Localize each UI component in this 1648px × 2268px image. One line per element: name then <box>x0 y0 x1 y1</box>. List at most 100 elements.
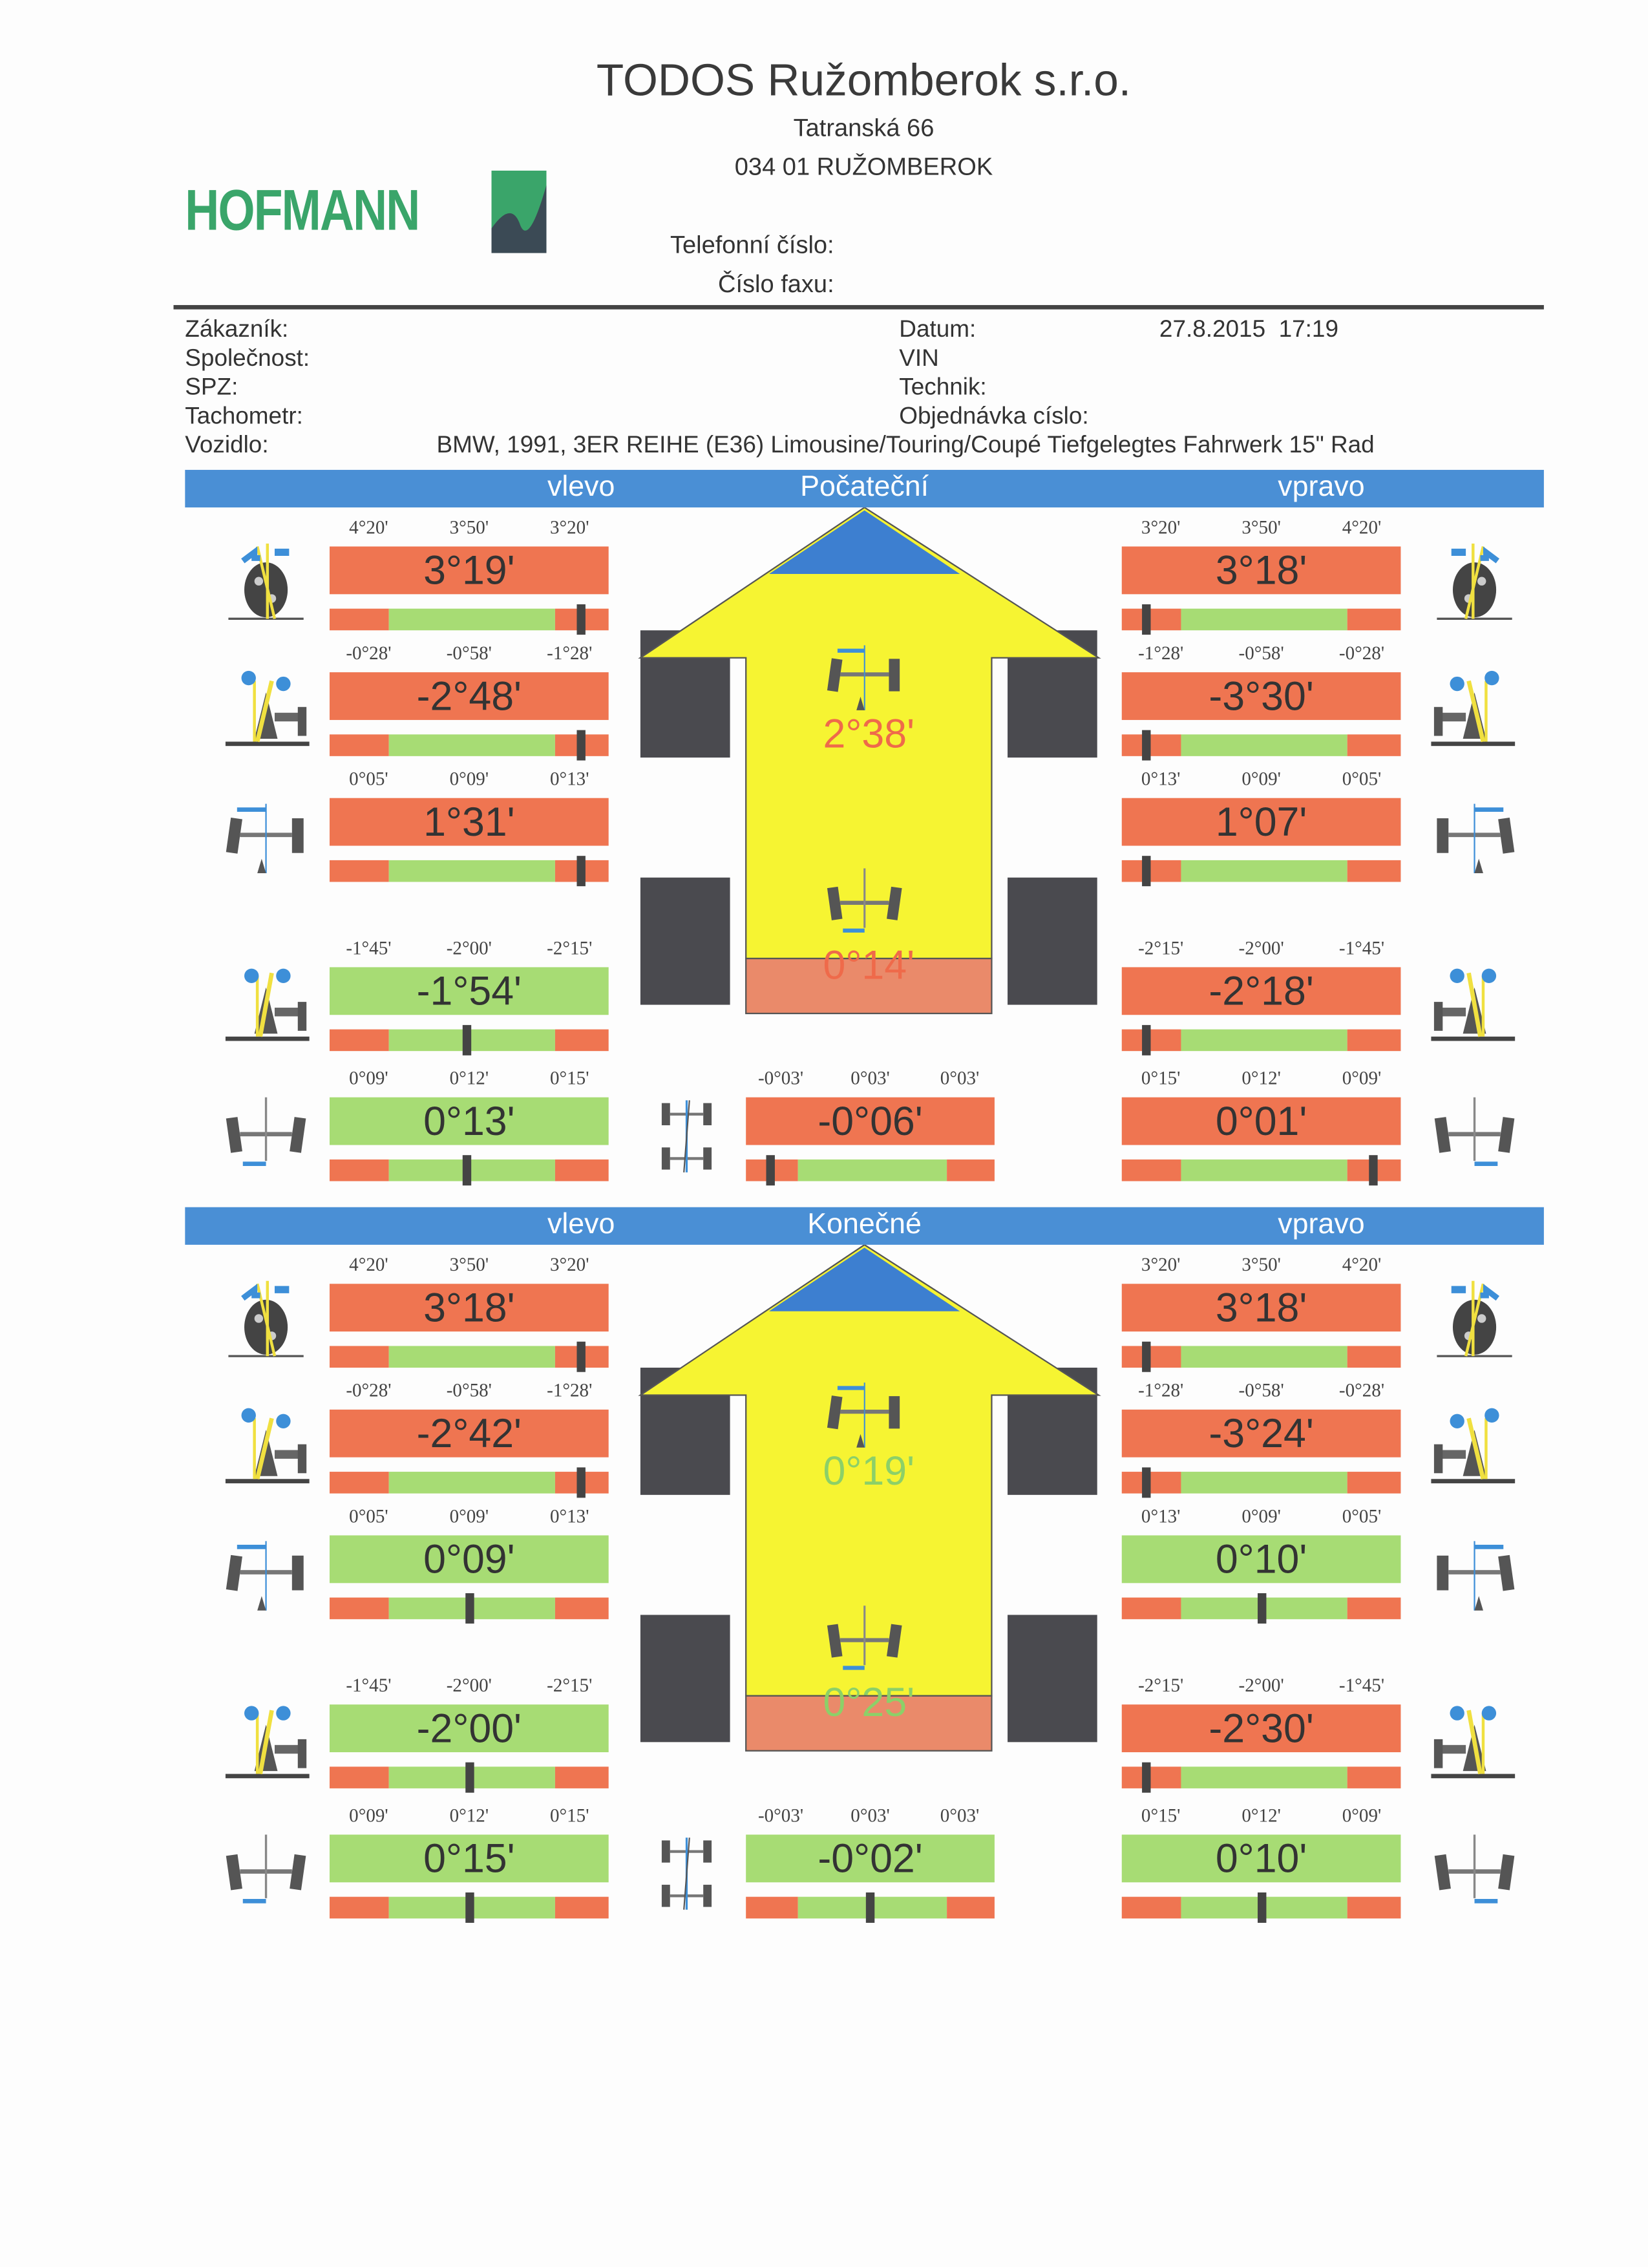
camber-icon <box>222 1696 312 1793</box>
tolerance-ticks: 4°20' 3°50' 3°20' <box>330 1253 609 1277</box>
tick-label: -0°03' <box>757 1804 804 1827</box>
tolerance-indicator <box>329 856 609 887</box>
tick-label: -2°15' <box>547 937 593 959</box>
tolerance-indicator <box>329 1593 609 1624</box>
tick-label: 0°15' <box>549 1066 589 1089</box>
tick-label: 0°13' <box>1141 767 1181 790</box>
measured-value: 0°13' <box>329 1097 609 1145</box>
tick-label: -0°58' <box>446 642 492 664</box>
toe-front-icon <box>1428 789 1518 886</box>
tolerance-indicator <box>1121 1341 1401 1372</box>
rear-total-toe-value: 0°14' <box>823 942 915 988</box>
indicator-marker <box>576 730 586 761</box>
tolerance-segment <box>947 1896 995 1919</box>
section-header-bar: vlevo Počateční vpravo <box>185 469 1544 508</box>
phone-label: Telefonní číslo: <box>670 231 834 259</box>
tick-label: 0°12' <box>449 1804 489 1827</box>
measured-value: 0°15' <box>329 1834 609 1883</box>
vehicle-label: Vozidlo: <box>185 432 269 459</box>
tolerance-indicator <box>329 1892 609 1923</box>
tolerance-indicator <box>329 1467 609 1498</box>
tolerance-ticks: -1°45' -2°00' -2°15' <box>330 1674 609 1697</box>
tolerance-indicator <box>1121 1155 1401 1186</box>
kingpin-icon <box>1428 664 1518 761</box>
car-diagram <box>636 1244 1106 1801</box>
tick-label: 0°09' <box>449 1505 489 1527</box>
toe-rear-icon <box>222 1826 312 1923</box>
tick-label: -1°45' <box>346 1674 392 1696</box>
tolerance-segment <box>329 1029 388 1052</box>
tolerance-indicator <box>329 1762 609 1793</box>
tick-label: 3°20' <box>1141 516 1181 538</box>
indicator-marker <box>1142 1467 1152 1498</box>
hofmann-logo: HOFMANN <box>185 179 420 243</box>
toe-front-icon <box>824 1369 908 1460</box>
tick-label: 0°12' <box>1241 1804 1281 1827</box>
tick-label: 0°12' <box>1241 1066 1281 1089</box>
caster-icon <box>1428 1275 1518 1372</box>
tolerance-indicator <box>1121 604 1401 635</box>
tolerance-segment <box>329 608 388 631</box>
header-divider <box>173 304 1544 310</box>
tick-label: 0°09' <box>1342 1804 1382 1827</box>
tolerance-ticks: 0°05' 0°09' 0°13' <box>330 1505 609 1529</box>
indicator-marker <box>1142 856 1152 887</box>
tick-label: 3°50' <box>449 1253 489 1275</box>
tick-label: -0°58' <box>1238 642 1284 664</box>
tick-label: 3°50' <box>449 516 489 538</box>
measured-value: -2°00' <box>329 1704 609 1753</box>
tick-label: -2°15' <box>1138 1674 1184 1696</box>
tolerance-segment <box>1180 608 1348 631</box>
measured-value: -3°30' <box>1121 672 1401 720</box>
tick-label: 0°03' <box>940 1066 980 1089</box>
tolerance-segment <box>329 860 388 882</box>
tolerance-segment <box>1121 1159 1181 1182</box>
tolerance-ticks: 0°05' 0°09' 0°13' <box>330 768 609 791</box>
tolerance-segment <box>388 860 556 882</box>
tolerance-ticks: 3°20' 3°50' 4°20' <box>1122 1253 1401 1277</box>
measured-value: -2°42' <box>329 1409 609 1457</box>
section-title: Konečné <box>807 1208 922 1241</box>
tolerance-ticks: -2°15' -2°00' -1°45' <box>1122 937 1401 960</box>
measured-value: -2°18' <box>1121 967 1401 1015</box>
tolerance-segment <box>329 1896 388 1919</box>
tick-label: 0°15' <box>1141 1804 1181 1827</box>
tolerance-ticks: 0°09' 0°12' 0°15' <box>330 1805 609 1828</box>
measured-value: 1°07' <box>1121 798 1401 846</box>
odometer-label: Tachometr: <box>185 403 303 430</box>
tick-label: -2°15' <box>547 1674 593 1696</box>
company-street: Tatranská 66 <box>793 114 935 142</box>
caster-icon <box>1428 538 1518 635</box>
tick-label: 0°05' <box>1342 1505 1382 1527</box>
vin-label: VIN <box>899 345 939 372</box>
tolerance-ticks: 0°13' 0°09' 0°05' <box>1122 768 1401 791</box>
car-outline-graphic <box>638 1244 1101 1752</box>
tick-label: 0°05' <box>349 767 388 790</box>
toe-front-icon <box>1428 1527 1518 1624</box>
indicator-marker <box>465 1762 474 1793</box>
tick-label: 0°05' <box>349 1505 388 1527</box>
front-total-toe-value: 2°38' <box>823 711 915 756</box>
tolerance-segment <box>329 1159 388 1182</box>
tolerance-ticks: -1°28' -0°58' -0°28' <box>1122 1379 1401 1403</box>
tick-label: 0°09' <box>349 1804 388 1827</box>
tick-label: 4°20' <box>349 1253 388 1275</box>
measured-value: 1°31' <box>329 798 609 846</box>
indicator-marker <box>1142 1024 1152 1055</box>
tolerance-segment <box>1347 734 1401 756</box>
section-header-bar: vlevo Konečné vpravo <box>185 1207 1544 1245</box>
tick-label: -2°15' <box>1138 937 1184 959</box>
tick-label: -1°45' <box>346 937 392 959</box>
measured-value: -2°48' <box>329 672 609 720</box>
tolerance-indicator <box>329 1341 609 1372</box>
plate-label: SPZ: <box>185 374 238 401</box>
indicator-marker <box>576 1341 586 1372</box>
tick-label: 4°20' <box>1342 516 1382 538</box>
tolerance-segment <box>329 1472 388 1494</box>
tolerance-ticks: -1°45' -2°00' -2°15' <box>330 937 609 960</box>
kingpin-icon <box>1428 1401 1518 1498</box>
tolerance-segment <box>555 1159 609 1182</box>
measured-value: -2°30' <box>1121 1704 1401 1753</box>
tolerance-segment <box>555 1597 609 1620</box>
indicator-marker <box>1368 1155 1377 1186</box>
